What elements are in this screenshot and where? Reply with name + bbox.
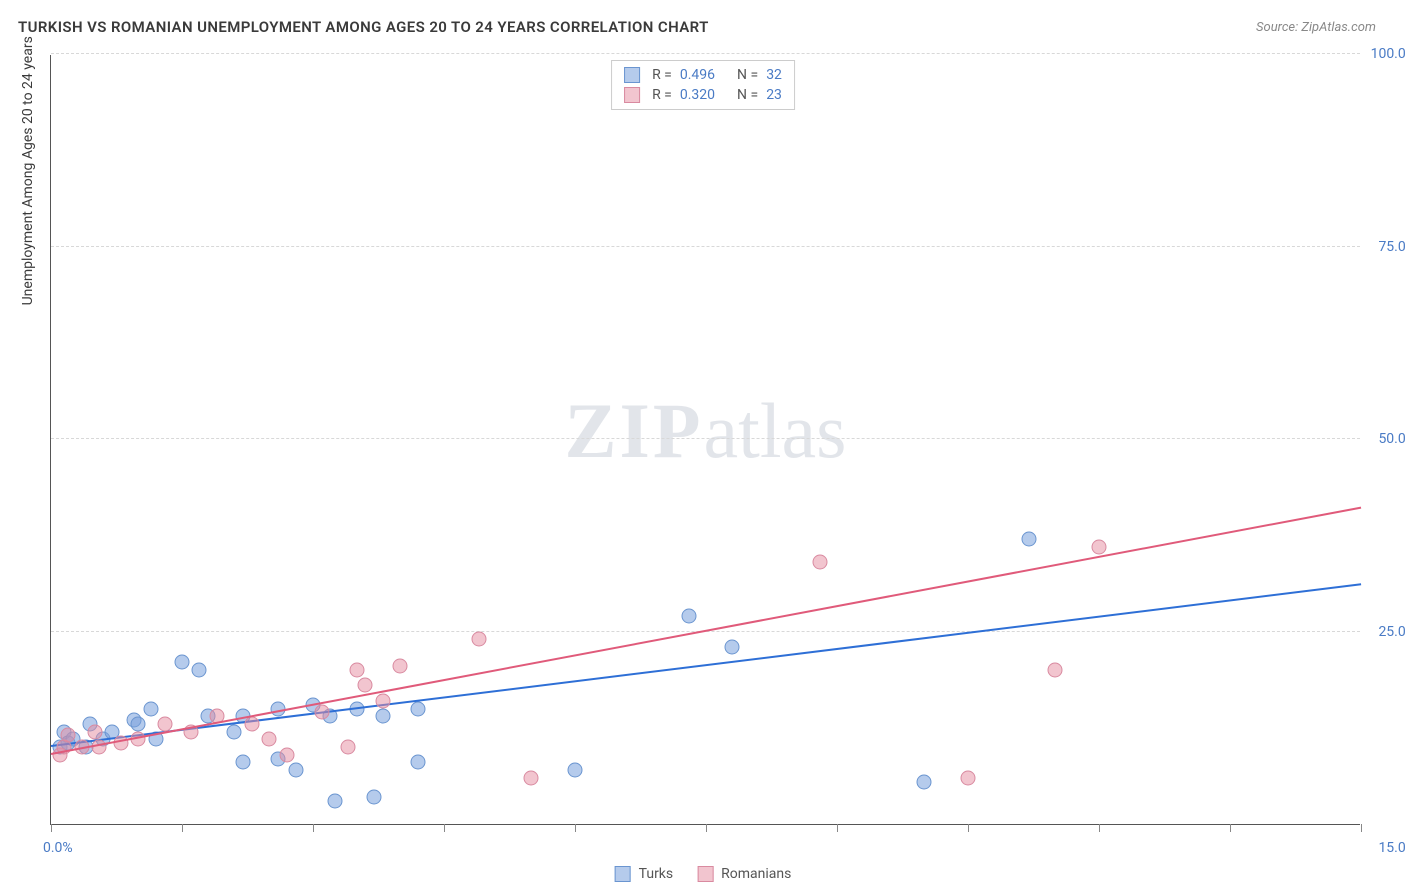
x-tick bbox=[837, 824, 838, 832]
romanians-point bbox=[92, 740, 107, 755]
turks-swatch bbox=[624, 67, 640, 83]
romanians-point bbox=[244, 716, 259, 731]
turks-point bbox=[367, 790, 382, 805]
romanians-point bbox=[358, 678, 373, 693]
watermark-zip: ZIP bbox=[565, 387, 704, 474]
y-tick-label: 50.0% bbox=[1378, 431, 1406, 447]
watermark: ZIPatlas bbox=[565, 386, 847, 476]
x-tick bbox=[51, 824, 52, 832]
turks-point bbox=[1022, 532, 1037, 547]
x-label-min: 0.0% bbox=[43, 840, 73, 856]
romanians-point bbox=[524, 770, 539, 785]
legend-label: Romanians bbox=[721, 866, 791, 882]
correlation-legend: R = 0.496 N = 32 R = 0.320 N = 23 bbox=[611, 60, 795, 110]
r-label: R = bbox=[652, 67, 672, 83]
turks-point bbox=[725, 639, 740, 654]
romanians-point bbox=[812, 555, 827, 570]
romanians-point bbox=[262, 732, 277, 747]
romanians-swatch bbox=[624, 87, 640, 103]
grid-line bbox=[51, 53, 1360, 54]
turks-point bbox=[410, 701, 425, 716]
chart-title: TURKISH VS ROMANIAN UNEMPLOYMENT AMONG A… bbox=[18, 18, 709, 36]
turks-point bbox=[131, 716, 146, 731]
n-label: N = bbox=[737, 87, 758, 103]
romanians-point bbox=[279, 747, 294, 762]
r-value: 0.496 bbox=[680, 67, 715, 83]
x-tick bbox=[706, 824, 707, 832]
romanians-swatch bbox=[697, 866, 713, 882]
legend-item: Turks bbox=[615, 866, 674, 882]
r-label: R = bbox=[652, 87, 672, 103]
grid-line bbox=[51, 246, 1360, 247]
turks-point bbox=[192, 663, 207, 678]
legend-row: R = 0.496 N = 32 bbox=[624, 65, 782, 85]
plot-area: ZIPatlas 25.0%50.0%75.0%100.0%0.0%15.0% bbox=[50, 55, 1360, 825]
source-attribution: Source: ZipAtlas.com bbox=[1256, 20, 1376, 35]
romanians-point bbox=[375, 693, 390, 708]
turks-point bbox=[144, 701, 159, 716]
x-tick bbox=[313, 824, 314, 832]
x-label-max: 15.0% bbox=[1378, 840, 1406, 856]
turks-point bbox=[410, 755, 425, 770]
y-axis-title: Unemployment Among Ages 20 to 24 years bbox=[20, 36, 36, 305]
romanians-point bbox=[1092, 539, 1107, 554]
turks-point bbox=[917, 774, 932, 789]
turks-point bbox=[227, 724, 242, 739]
grid-line bbox=[51, 438, 1360, 439]
romanians-point bbox=[314, 705, 329, 720]
x-tick bbox=[1361, 824, 1362, 832]
romanians-point bbox=[471, 632, 486, 647]
series-legend: Turks Romanians bbox=[615, 866, 792, 882]
turks-point bbox=[681, 609, 696, 624]
x-tick bbox=[182, 824, 183, 832]
n-value: 23 bbox=[766, 87, 782, 103]
legend-label: Turks bbox=[639, 866, 674, 882]
y-tick-label: 25.0% bbox=[1378, 624, 1406, 640]
turks-point bbox=[288, 763, 303, 778]
x-tick bbox=[444, 824, 445, 832]
romanians-point bbox=[393, 659, 408, 674]
y-tick-label: 75.0% bbox=[1378, 239, 1406, 255]
romanians-point bbox=[157, 716, 172, 731]
romanians-point bbox=[340, 740, 355, 755]
n-value: 32 bbox=[766, 67, 782, 83]
romanians-point bbox=[61, 728, 76, 743]
x-tick bbox=[968, 824, 969, 832]
turks-swatch bbox=[615, 866, 631, 882]
romanians-point bbox=[961, 770, 976, 785]
legend-row: R = 0.320 N = 23 bbox=[624, 85, 782, 105]
turks-point bbox=[175, 655, 190, 670]
y-tick-label: 100.0% bbox=[1371, 46, 1406, 62]
turks-point bbox=[568, 763, 583, 778]
turks-point bbox=[327, 793, 342, 808]
watermark-atlas: atlas bbox=[704, 387, 847, 474]
x-tick bbox=[575, 824, 576, 832]
x-tick bbox=[1230, 824, 1231, 832]
romanians-point bbox=[349, 663, 364, 678]
n-label: N = bbox=[737, 67, 758, 83]
romanians-point bbox=[87, 724, 102, 739]
romanians-point bbox=[1048, 663, 1063, 678]
x-tick bbox=[1099, 824, 1100, 832]
chart-container: TURKISH VS ROMANIAN UNEMPLOYMENT AMONG A… bbox=[0, 0, 1406, 892]
legend-item: Romanians bbox=[697, 866, 791, 882]
r-value: 0.320 bbox=[680, 87, 715, 103]
turks-point bbox=[375, 709, 390, 724]
turks-point bbox=[236, 755, 251, 770]
